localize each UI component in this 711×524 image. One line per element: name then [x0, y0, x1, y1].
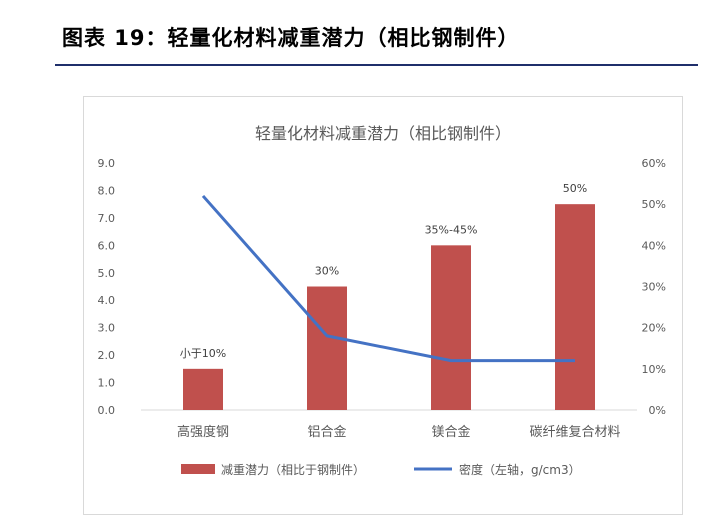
category-labels: 高强度钢 铝合金 镁合金 碳纤维复合材料	[177, 424, 621, 440]
left-axis-tick-label: 4.0	[98, 294, 116, 307]
bar-data-label: 50%	[563, 182, 587, 195]
left-axis-tick-label: 3.0	[98, 322, 116, 335]
bar-data-label: 小于10%	[180, 347, 226, 360]
bar	[555, 204, 595, 410]
left-axis-tick-label: 7.0	[98, 212, 116, 225]
right-axis-tick-label: 40%	[642, 239, 666, 252]
category-label: 镁合金	[431, 424, 470, 440]
right-axis-tick-label: 0%	[649, 404, 666, 417]
bar	[183, 368, 223, 410]
left-axis-tick-label: 5.0	[98, 267, 116, 280]
left-axis-tick-label: 6.0	[98, 239, 116, 252]
left-axis-tick-label: 0.0	[98, 404, 116, 417]
figure-title: 图表 19：轻量化材料减重潜力（相比钢制件）	[62, 26, 520, 50]
left-axis-tick-label: 9.0	[98, 157, 116, 170]
legend-label-line: 密度（左轴，g/cm3）	[459, 462, 581, 477]
legend-label-bar: 减重潜力（相比于钢制件）	[221, 463, 365, 477]
bar-series	[183, 204, 595, 410]
left-axis-tick-label: 1.0	[98, 377, 116, 390]
category-label: 高强度钢	[177, 424, 229, 440]
right-axis-tick-label: 60%	[642, 157, 666, 170]
chart-title: 轻量化材料减重潜力（相比钢制件）	[255, 124, 511, 143]
bar-data-label: 30%	[315, 265, 339, 278]
right-axis-tick-label: 20%	[642, 322, 666, 335]
combo-chart: 轻量化材料减重潜力（相比钢制件） 0.0 1.0 2.0 3.0 4.0 5.0 6.0 7.…	[98, 124, 667, 477]
legend: 减重潜力（相比于钢制件） 密度（左轴，g/cm3）	[181, 462, 581, 477]
bar	[431, 245, 471, 410]
title-underline	[55, 64, 698, 66]
category-label: 碳纤维复合材料	[529, 425, 620, 440]
legend-swatch-bar	[181, 464, 215, 474]
density-line	[201, 194, 575, 363]
left-axis-tick-label: 8.0	[98, 184, 116, 197]
bar	[307, 286, 347, 410]
right-axis-tick-label: 10%	[642, 363, 666, 376]
chart-frame: 轻量化材料减重潜力（相比钢制件） 0.0 1.0 2.0 3.0 4.0 5.0 6.0 7.…	[83, 96, 683, 515]
right-axis-tick-label: 50%	[642, 198, 666, 211]
line-series	[201, 194, 575, 363]
bar-data-labels: 小于10% 30% 35%-45% 50%	[180, 182, 587, 360]
left-axis-tick-label: 2.0	[98, 349, 116, 362]
right-axis-ticks: 0% 10% 20% 30% 40% 50% 60%	[642, 157, 666, 417]
right-axis-tick-label: 30%	[642, 281, 666, 294]
left-axis-ticks: 0.0 1.0 2.0 3.0 4.0 5.0 6.0 7.0 8.0 9.0	[98, 157, 116, 417]
category-label: 铝合金	[307, 424, 346, 440]
bar-data-label: 35%-45%	[425, 223, 478, 236]
